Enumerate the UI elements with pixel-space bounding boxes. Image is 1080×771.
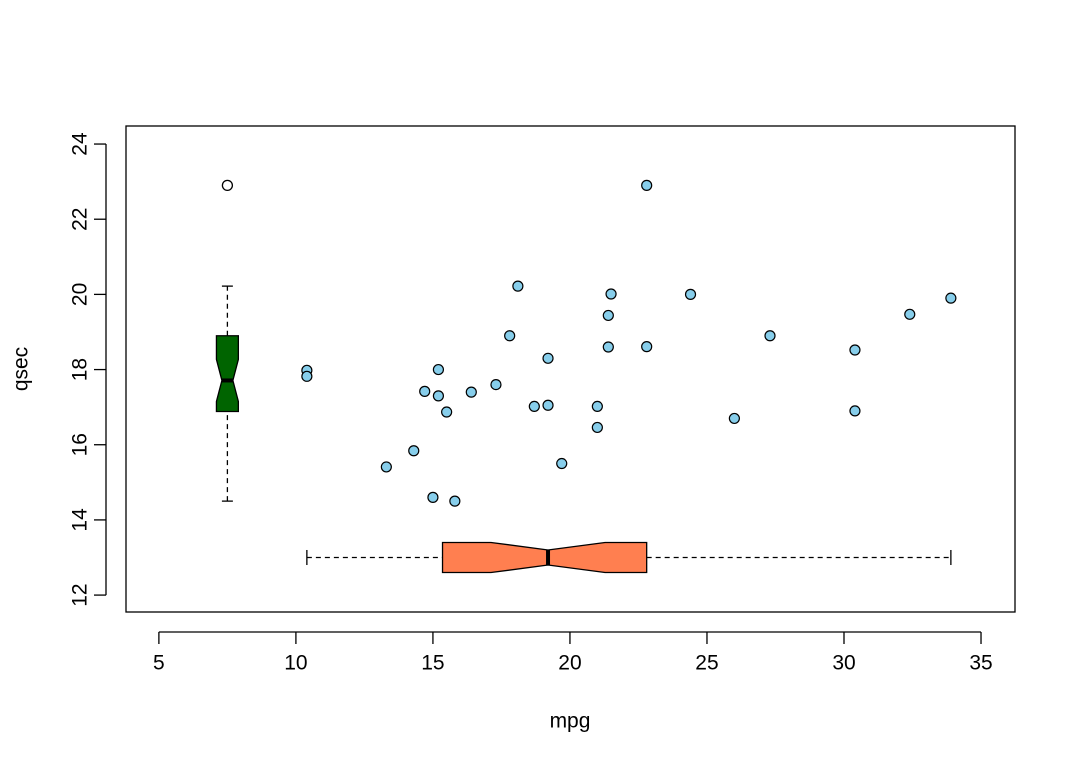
- y-tick-label: 22: [69, 208, 92, 231]
- x-tick-label: 20: [558, 652, 581, 675]
- point: [602, 341, 614, 353]
- x-tick-label: 25: [695, 652, 718, 675]
- point: [605, 288, 617, 300]
- point: [432, 363, 445, 376]
- point: [301, 370, 313, 382]
- x-tick-label: 15: [421, 652, 444, 675]
- point: [641, 341, 653, 353]
- point: [542, 352, 554, 364]
- point: [504, 330, 516, 342]
- point: [641, 179, 653, 191]
- point: [380, 461, 392, 473]
- outlier: [221, 179, 234, 192]
- point: [528, 400, 540, 412]
- x-tick-label: 30: [832, 652, 855, 675]
- point: [602, 309, 614, 322]
- box: [441, 541, 648, 574]
- point: [432, 390, 445, 402]
- point: [512, 280, 524, 292]
- point: [945, 292, 957, 304]
- x-tick-label: 35: [969, 652, 992, 675]
- y-tick-label: 12: [69, 583, 92, 606]
- box: [215, 335, 240, 413]
- y-tick-label: 18: [69, 358, 92, 381]
- x-axis-label: mpg: [550, 710, 591, 733]
- y-tick-label: 16: [69, 433, 92, 456]
- point: [591, 421, 603, 434]
- point: [419, 385, 431, 397]
- point: [490, 378, 502, 391]
- point: [449, 495, 461, 507]
- y-tick-label: 20: [69, 283, 92, 306]
- point: [849, 344, 861, 356]
- y-tick-label: 24: [69, 132, 92, 156]
- y-tick-label: 14: [69, 508, 92, 532]
- point: [904, 308, 916, 320]
- point: [764, 330, 776, 342]
- point: [408, 445, 420, 457]
- point: [556, 457, 568, 470]
- point: [465, 386, 477, 398]
- x-tick-label: 10: [284, 652, 307, 675]
- plot-frame: [125, 125, 1016, 613]
- point: [441, 406, 453, 418]
- point: [728, 412, 740, 425]
- x-tick-label: 5: [153, 652, 165, 675]
- y-axis-label: qsec: [10, 347, 33, 391]
- point: [427, 491, 439, 503]
- point: [849, 405, 861, 417]
- point: [542, 399, 554, 411]
- point: [684, 288, 697, 300]
- point: [591, 400, 603, 412]
